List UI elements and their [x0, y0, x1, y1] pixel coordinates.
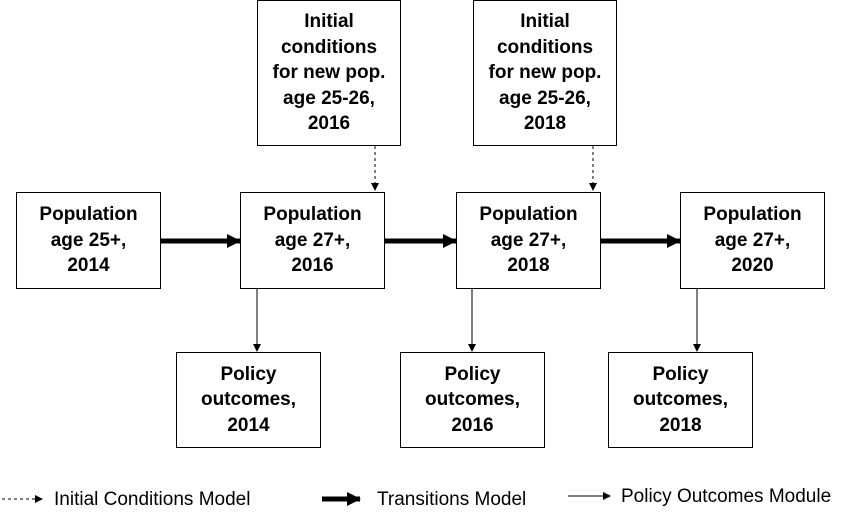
policy-outcomes-box-2016: Policy outcomes, 2016 — [400, 352, 545, 448]
legend-initial-conditions: Initial Conditions Model — [54, 489, 251, 510]
population-box-2014: Population age 25+, 2014 — [16, 192, 161, 289]
legend-transitions: Transitions Model — [377, 489, 527, 510]
population-label: Population age 27+, 2020 — [703, 204, 802, 277]
policy-outcomes-label: Policy outcomes, 2016 — [424, 363, 521, 436]
population-label: Population age 25+, 2014 — [39, 204, 138, 277]
initial-conditions-box-2016: Initial conditions for new pop. age 25-2… — [257, 0, 401, 146]
initial-conditions-box-2018: Initial conditions for new pop. age 25-2… — [473, 0, 617, 146]
legend-policy-outcomes: Policy Outcomes Module — [621, 486, 832, 507]
population-label: Population age 27+, 2016 — [263, 204, 362, 277]
policy-outcomes-label: Policy outcomes, 2014 — [200, 363, 297, 436]
population-label: Population age 27+, 2018 — [479, 204, 578, 277]
policy-outcomes-box-2014: Policy outcomes, 2014 — [176, 352, 321, 448]
initial-conditions-label: Initial conditions for new pop. age 25-2… — [488, 11, 602, 135]
initial-conditions-label: Initial conditions for new pop. age 25-2… — [272, 11, 386, 135]
population-box-2018: Population age 27+, 2018 — [456, 192, 601, 289]
population-box-2016: Population age 27+, 2016 — [240, 192, 385, 289]
policy-outcomes-label: Policy outcomes, 2018 — [632, 363, 729, 436]
policy-outcomes-box-2018: Policy outcomes, 2018 — [608, 352, 753, 448]
population-box-2020: Population age 27+, 2020 — [680, 192, 825, 289]
